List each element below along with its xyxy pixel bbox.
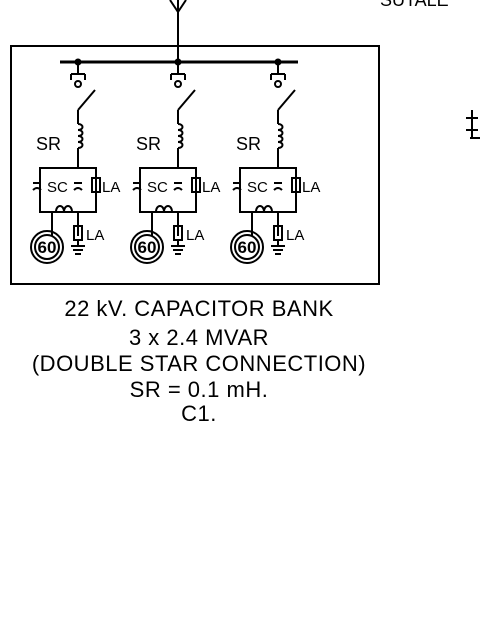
caption-line-5: C1. (181, 401, 217, 426)
capacitor-plate (232, 187, 242, 191)
la-label: LA (102, 179, 120, 196)
breaker-contact (77, 89, 96, 111)
caption-line-2: 3 x 2.4 MVAR (129, 325, 269, 350)
breaker-contact (277, 89, 296, 111)
current-transformer (255, 205, 273, 213)
relay-label: 60 (38, 238, 57, 257)
capacitor-bay-3: SR SC LA 60 LA (230, 58, 320, 264)
relay-60 (30, 230, 64, 264)
breaker-contact (177, 89, 196, 111)
series-reactor-coil (77, 123, 84, 149)
relay-label: 60 (138, 238, 157, 257)
relay-60 (130, 230, 164, 264)
incoming-arrow (169, 0, 187, 14)
series-reactor-coil (177, 123, 184, 149)
capacitor-bay-2: SR SC LA 60 LA (130, 58, 220, 264)
la-label-lower: LA (286, 227, 304, 244)
caption-block: 22 kV. CAPACITOR BANK 3 x 2.4 MVAR (DOUB… (32, 296, 366, 426)
lightning-arrester (291, 177, 301, 193)
current-transformer (55, 205, 73, 213)
sr-label: SR (236, 134, 261, 154)
relay-label: 60 (238, 238, 257, 257)
sc-label: SC (147, 179, 168, 196)
sr-label: SR (36, 134, 61, 154)
lightning-arrester (91, 177, 101, 193)
caption-line-4: SR = 0.1 mH. (130, 377, 269, 402)
relay-60 (230, 230, 264, 264)
capacitor-plate (32, 187, 42, 191)
caption-line-3: (DOUBLE STAR CONNECTION) (32, 351, 366, 376)
disconnect-switch (170, 62, 186, 88)
disconnect-switch (70, 62, 86, 88)
sc-label: SC (47, 179, 68, 196)
sc-label: SC (247, 179, 268, 196)
ground-symbol (271, 240, 285, 255)
disconnect-switch (270, 62, 286, 88)
caption-line-1: 22 kV. CAPACITOR BANK (64, 296, 333, 321)
capacitor-bay-1: SR SC LA 60 LA (30, 58, 120, 264)
ground-symbol (71, 240, 85, 255)
current-transformer (155, 205, 173, 213)
top-right-text: SUTALE (380, 0, 449, 10)
partial-equipment-symbol (466, 110, 480, 139)
la-label: LA (202, 179, 220, 196)
series-reactor-coil (277, 123, 284, 149)
capacitor-plate (132, 187, 142, 191)
ground-symbol (171, 240, 185, 255)
la-label-lower: LA (86, 227, 104, 244)
la-label: LA (302, 179, 320, 196)
capacitor-bank-enclosure (10, 45, 380, 285)
lightning-arrester (191, 177, 201, 193)
la-label-lower: LA (186, 227, 204, 244)
sr-label: SR (136, 134, 161, 154)
